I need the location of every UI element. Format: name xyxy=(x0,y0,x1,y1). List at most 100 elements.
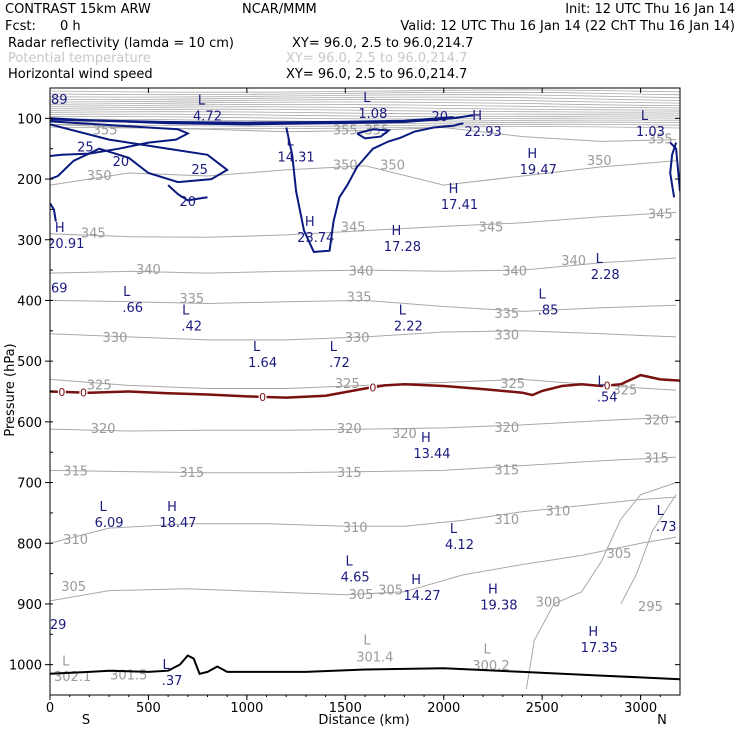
wind-extremum-value: .37 xyxy=(162,674,183,689)
zero-contour-label: 0 xyxy=(369,381,376,394)
wind-contour-label: 25 xyxy=(77,140,94,155)
isentrope-label: 355 xyxy=(648,133,673,148)
isentrope-label: 320 xyxy=(91,422,116,437)
isentrope-310 xyxy=(50,496,677,544)
wind-extremum-value: 14.31 xyxy=(277,151,314,166)
theta-low-marker: L xyxy=(363,633,371,648)
wind-extremum-value: 23.74 xyxy=(297,231,334,246)
wind-extremum-value: 1.64 xyxy=(248,356,277,371)
wind-max-marker: H xyxy=(472,109,482,124)
wind-contour-label: 20 xyxy=(432,110,449,125)
zero-contour-label: 0 xyxy=(80,387,87,400)
wind-contour-25 xyxy=(50,116,454,124)
wind-extremum-value: 20.91 xyxy=(47,237,84,252)
wind-extremum-value: 22.93 xyxy=(465,125,502,140)
isentrope-label: 330 xyxy=(345,331,370,346)
wind-max-marker: H xyxy=(411,573,421,588)
isentrope-295 xyxy=(620,494,677,605)
wind-max-marker: H xyxy=(449,182,459,197)
theta-isentropes xyxy=(50,123,677,689)
isentrope-label: 350 xyxy=(87,169,112,184)
field-reflectivity-xy: XY= 96.0, 2.5 to 96.0,214.7 xyxy=(292,36,473,51)
model-title: CONTRAST 15km ARW xyxy=(5,2,151,17)
field-reflectivity-name: Radar reflectivity (lamda = 10 cm) xyxy=(8,36,234,51)
wind-extremum-value: .54 xyxy=(597,390,618,405)
isentrope-label: 320 xyxy=(644,414,669,429)
wind-min-marker: L xyxy=(253,340,261,355)
upper-isentrope-line xyxy=(50,104,680,109)
terrain-line xyxy=(50,654,680,681)
upper-isentrope-line xyxy=(50,111,680,115)
isentrope-label: 310 xyxy=(343,521,368,536)
y-tick-label: 1000 xyxy=(9,659,42,674)
wind-min-marker: L xyxy=(596,252,604,267)
upper-isentrope-line xyxy=(50,123,680,127)
terrain-profile xyxy=(50,654,680,681)
isentrope-340 xyxy=(50,257,677,274)
wind-min-marker: L xyxy=(399,303,407,318)
wind-contour-20 xyxy=(356,128,392,140)
wind-min-marker: L xyxy=(450,522,458,537)
wind-extremum-value: 2.28 xyxy=(591,268,620,283)
isentrope-335 xyxy=(50,299,677,312)
upper-isentrope-line xyxy=(50,101,680,106)
zero-label-bg xyxy=(258,391,267,402)
zero-contour-label: 0 xyxy=(259,391,266,404)
isentrope-label: 330 xyxy=(103,331,128,346)
isentrope-345 xyxy=(50,211,677,238)
wind-extremum-value: 6.09 xyxy=(95,516,124,531)
valid-time: Valid: 12 UTC Thu 16 Jan 14 (22 ChT Thu … xyxy=(400,19,735,34)
x-axis-title: Distance (km) xyxy=(318,713,409,728)
isentrope-label: 335 xyxy=(494,307,519,322)
wind-edge-label: 89 xyxy=(51,93,68,108)
isentrope-label: 325 xyxy=(335,377,360,392)
isentrope-320 xyxy=(50,416,677,432)
field-theta-xy: XY= 96.0, 2.5 to 96.0,214.7 xyxy=(286,51,467,66)
wind-min-marker: L xyxy=(123,285,131,300)
wind-contour-20 xyxy=(285,122,464,253)
isentrope-label: 320 xyxy=(392,427,417,442)
isentrope-325 xyxy=(50,378,677,391)
wind-extremum-value: 17.41 xyxy=(441,198,478,213)
wind-min-marker: L xyxy=(99,500,107,515)
y-tick-label: 100 xyxy=(17,112,42,127)
upper-isentrope-line xyxy=(50,116,680,120)
wind-contour-labels: 25 20 25 20 20 89 69 xyxy=(51,93,448,296)
wind-contour-20 xyxy=(50,202,57,222)
y-tick-label: 500 xyxy=(17,355,42,370)
isentrope-label: 340 xyxy=(136,263,161,278)
wind-contour-label: 25 xyxy=(191,163,208,178)
upper-isentrope-line xyxy=(50,108,680,113)
isentrope-label: 320 xyxy=(494,421,519,436)
wind-extremum-value: 4.12 xyxy=(445,538,474,553)
x-tick-label: 1000 xyxy=(230,701,263,716)
isentrope-label: 345 xyxy=(81,227,106,242)
wind-min-marker: L xyxy=(330,340,338,355)
y-tick-label: 800 xyxy=(17,537,42,552)
y-axis-title: Pressure (hPa) xyxy=(3,343,18,436)
wind-extremum-value: .85 xyxy=(538,304,559,319)
isentrope-label: 305 xyxy=(378,584,403,599)
south-label: S xyxy=(82,713,90,728)
wind-extremum-value: .42 xyxy=(181,319,202,334)
upper-isentrope-line xyxy=(50,96,680,101)
zero-label-bg xyxy=(603,380,612,391)
zero-label-bg xyxy=(57,386,66,397)
isentrope-315 xyxy=(50,456,677,474)
wind-max-marker: H xyxy=(392,224,402,239)
x-tick-label: 2000 xyxy=(427,701,460,716)
wind-max-marker: H xyxy=(305,215,315,230)
upper-isentrope-line xyxy=(50,91,680,96)
isentrope-label: 305 xyxy=(61,580,86,595)
isentrope-350 xyxy=(50,160,677,186)
isentrope-305 xyxy=(50,536,677,602)
wind-extremum-value: 2.22 xyxy=(394,319,423,334)
field-legend: Radar reflectivity (lamda = 10 cm) XY= 9… xyxy=(8,36,473,82)
wind-extremum-value: 19.38 xyxy=(480,599,517,614)
isentrope-label: 345 xyxy=(341,221,366,236)
wind-min-marker: L xyxy=(162,658,170,673)
isentrope-label: 350 xyxy=(587,154,612,169)
y-tick-label: 300 xyxy=(17,234,42,249)
